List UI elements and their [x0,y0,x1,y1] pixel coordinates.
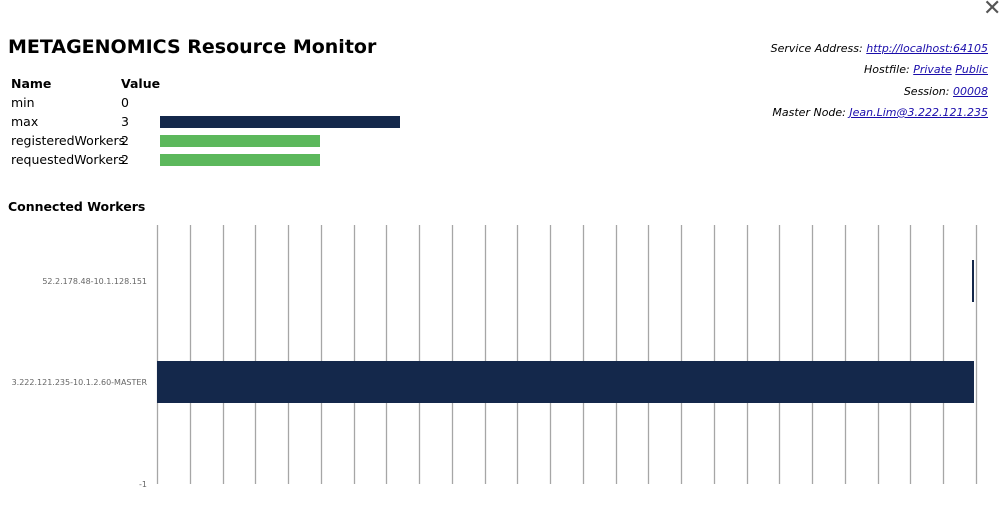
service-address-link[interactable]: http://localhost:64105 [866,42,988,55]
stats-row-name: requestedWorkers [11,152,125,167]
page-title: METAGENOMICS Resource Monitor [8,36,377,58]
master-node-link[interactable]: Jean.Lim@3.222.121.235 [849,105,988,119]
chart-category-label: -1 [139,480,147,489]
hostfile-row: Hostfile: Private Public [771,61,988,82]
session-label: Session: [903,84,950,98]
stats-bar-registered-workers [160,135,320,147]
close-icon[interactable]: ✕ [983,0,1002,21]
stats-row-name: min [11,95,35,110]
chart-bar [157,361,974,403]
hostfile-public-link[interactable]: Public [955,63,988,77]
master-node-label: Master Node: [772,105,846,119]
hostfile-private-link[interactable]: Private [913,63,952,77]
chart-category-label: 3.222.121.235-10.1.2.60-MASTER [12,378,148,387]
service-address-row: Service Address: http://localhost:64105 [771,40,988,61]
connected-workers-title: Connected Workers [8,199,146,214]
stats-header-name: Name [11,76,52,91]
session-info: Service Address: http://localhost:64105 … [771,40,988,125]
session-link[interactable]: 00008 [953,84,988,98]
stats-bar-max [160,116,400,128]
hostfile-label: Hostfile: [864,63,910,77]
stats-bar-requested-workers [160,154,320,166]
stats-row-name: registeredWorkers [11,133,126,148]
master-node-row: Master Node: Jean.Lim@3.222.121.235 [771,104,988,125]
stats-header-value: Value [121,76,161,91]
stats-row-value: 3 [121,114,129,129]
session-row: Session: 00008 [771,83,988,104]
stats-row-value: 2 [121,133,129,148]
chart-bar [972,260,974,302]
stats-row-value: 2 [121,152,129,167]
chart-category-label: 52.2.178.48-10.1.128.151 [42,277,147,286]
stats-row-name: max [11,114,39,129]
service-address-label: Service Address: [770,42,863,55]
stats-row-value: 0 [121,95,129,110]
connected-workers-chart: -1 3.222.121.235-10.1.2.60-MASTER 52.2.178… [12,225,978,489]
